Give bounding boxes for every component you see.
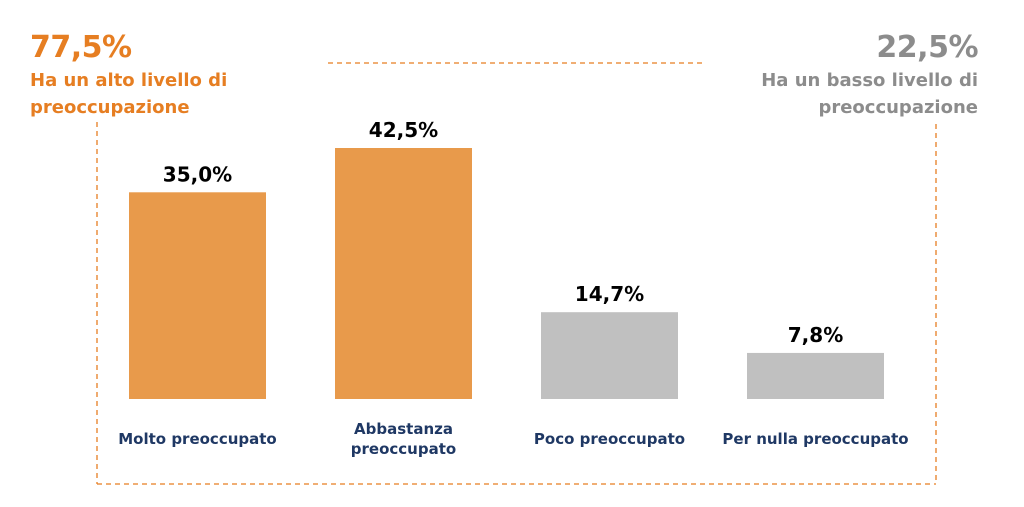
low-concern-total: 22,5% [876,30,978,65]
category-label-3: Poco preoccupato [534,430,685,448]
bar-2 [335,148,472,399]
bar-value-label-1: 35,0% [163,162,232,186]
high-concern-total: 77,5% [30,30,132,65]
bar-1 [129,192,266,399]
bar-value-label-4: 7,8% [788,323,843,347]
low-concern-label-line2: preoccupazione [818,97,978,118]
bar-4 [747,352,884,399]
low-concern-label-line1: Ha un basso livello di [761,70,978,91]
category-label-2-line1: Abbastanza [354,420,453,438]
bar-value-label-3: 14,7% [575,282,644,306]
bar-value-label-2: 42,5% [369,118,438,142]
high-concern-label-line2: preoccupazione [30,97,190,118]
high-concern-label-line1: Ha un alto livello di [30,70,228,91]
category-label-2-line2: preoccupato [351,440,456,458]
bar-3 [541,312,678,399]
category-label-1: Molto preoccupato [118,430,276,448]
category-label-4: Per nulla preoccupato [722,430,908,448]
